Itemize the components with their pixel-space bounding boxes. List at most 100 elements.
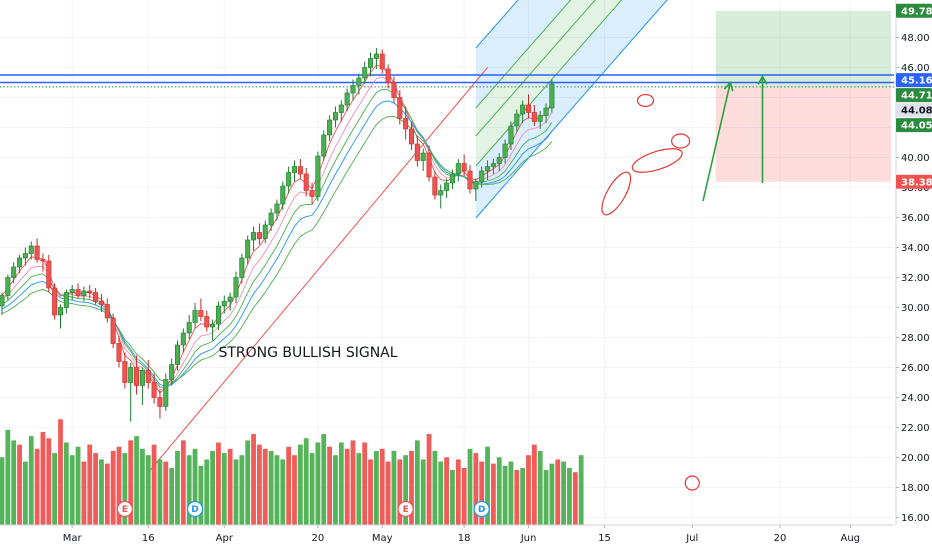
volume-bar xyxy=(134,436,139,525)
volume-bar xyxy=(286,446,292,525)
price-tick-label: 30.00 xyxy=(901,303,930,314)
volume-bar xyxy=(221,453,227,525)
candle-body xyxy=(198,310,204,317)
price-tick-label: 40.00 xyxy=(901,153,930,164)
candle-body xyxy=(537,115,543,122)
volume-bar xyxy=(344,448,350,525)
grid-lines xyxy=(0,0,894,525)
volume-bar xyxy=(157,459,163,525)
candle-body xyxy=(379,53,385,70)
candle-body xyxy=(332,112,338,121)
volume-bar xyxy=(368,459,373,525)
volume-bar xyxy=(491,463,496,525)
candle-body xyxy=(432,176,438,196)
volume-bar xyxy=(198,465,204,525)
volume-bar xyxy=(233,459,239,525)
candle-body xyxy=(485,166,491,172)
volume-bar xyxy=(63,442,69,525)
volume-bar xyxy=(391,450,397,525)
volume-bar xyxy=(5,429,11,525)
candle-body xyxy=(414,143,420,161)
volume-bar xyxy=(450,470,455,525)
pitchfork-line xyxy=(475,0,668,219)
volume-bar xyxy=(414,440,420,525)
volume-bar xyxy=(409,450,414,525)
candle-body xyxy=(473,181,479,190)
time-axis[interactable]: Mar 16 Apr 20 May 18 Jun 15 Jul 20 Aug xyxy=(0,524,894,544)
pitchfork-line xyxy=(475,0,623,167)
volume-bar xyxy=(128,440,134,525)
volume-bar xyxy=(46,438,52,525)
volume-bars xyxy=(0,419,584,525)
volume-bar xyxy=(508,461,514,525)
time-tick-label: May xyxy=(372,533,393,544)
moving-average-line xyxy=(1,100,553,387)
candle-body xyxy=(128,367,134,383)
candle-body xyxy=(286,172,292,187)
candle-body xyxy=(280,185,286,205)
moving-average-line xyxy=(1,88,553,388)
candle-body xyxy=(227,296,233,302)
candle-body xyxy=(175,344,181,365)
event-badge xyxy=(397,500,414,518)
candle-body xyxy=(309,190,315,197)
event-badge xyxy=(116,500,133,518)
drawing-tools[interactable] xyxy=(0,0,894,473)
candle-body xyxy=(397,97,403,119)
candle-body xyxy=(408,128,414,145)
candle-body xyxy=(274,203,280,214)
price-tag-label: 44.71 xyxy=(901,91,932,102)
volume-bar xyxy=(537,450,543,525)
candle-body xyxy=(163,379,169,407)
candle-body xyxy=(368,58,374,68)
moving-average-line xyxy=(1,64,553,394)
candle-body xyxy=(531,112,537,122)
candle-body xyxy=(514,113,520,127)
candle-body xyxy=(151,382,157,398)
time-tick-label: 20 xyxy=(774,533,787,544)
volume-bar xyxy=(17,444,22,525)
candle-body xyxy=(321,134,327,157)
candle-body xyxy=(262,224,268,239)
volume-bar xyxy=(297,444,303,525)
event-badge-label: D xyxy=(191,505,198,515)
candle-body xyxy=(502,143,508,158)
stop-zone xyxy=(715,86,891,182)
candle-body xyxy=(543,107,549,116)
volume-bar xyxy=(175,450,180,525)
volume-bar xyxy=(262,448,268,525)
volume-bar xyxy=(87,444,93,525)
price-tick-label: 32.00 xyxy=(901,273,930,284)
projection-arrow-head xyxy=(757,74,768,85)
volume-bar xyxy=(473,453,479,525)
candle-body xyxy=(46,260,52,289)
price-tag xyxy=(896,174,932,189)
volume-bar xyxy=(140,448,145,525)
volume-bar xyxy=(350,440,356,525)
candle-body xyxy=(455,163,461,175)
candle-body xyxy=(221,301,227,307)
candle-body xyxy=(496,157,502,164)
candle-body xyxy=(444,182,450,191)
volume-bar xyxy=(561,461,566,525)
candle-body xyxy=(34,245,40,260)
volume-bar xyxy=(514,470,520,525)
candle-body xyxy=(362,67,368,79)
candle-body xyxy=(104,304,110,319)
candle-body xyxy=(139,370,145,386)
candle-body xyxy=(57,307,63,316)
price-tick-label: 16.00 xyxy=(901,513,930,524)
moving-average-ribbon xyxy=(1,64,553,394)
event-badge xyxy=(473,500,490,518)
candle-body xyxy=(350,85,356,94)
volume-bar xyxy=(28,436,34,525)
volume-bar xyxy=(461,467,467,525)
candle-body xyxy=(356,77,362,86)
annotation-text: STRONG BULLISH SIGNAL xyxy=(218,345,397,361)
volume-bar xyxy=(268,450,274,525)
volume-bar xyxy=(526,455,531,525)
price-tick-label: 24.00 xyxy=(901,393,930,404)
volume-bar xyxy=(251,434,256,525)
